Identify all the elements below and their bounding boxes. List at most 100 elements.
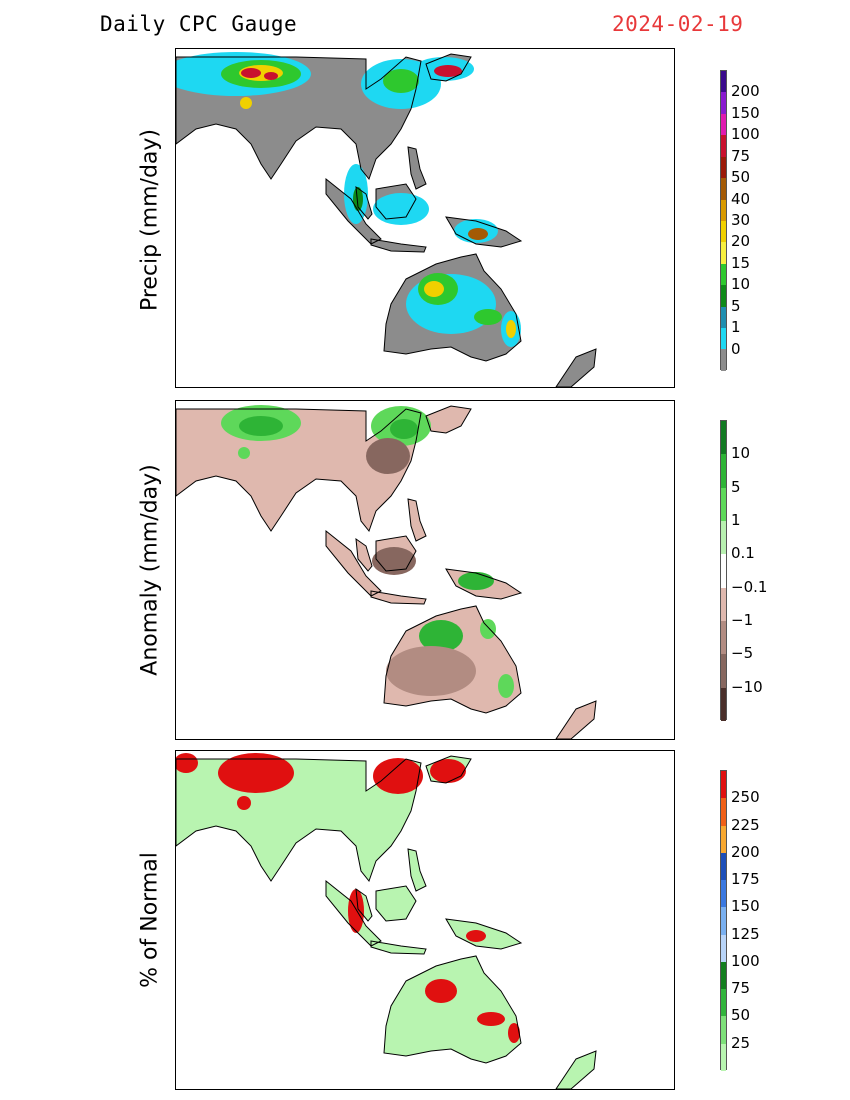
- colorbar-tick-label: 5: [731, 477, 741, 496]
- coastline: [325, 177, 382, 245]
- colorbar-segment: [721, 587, 726, 621]
- coastline: [370, 590, 427, 605]
- colorbar-tick-label: 125: [731, 924, 760, 943]
- colorbar-segment: [721, 242, 726, 264]
- colorbar-segment: [721, 907, 726, 935]
- coastline: [375, 885, 417, 922]
- pct-colorbar: [720, 770, 727, 1071]
- pct-areas: [176, 753, 520, 1043]
- colorbar-tick-label: 200: [731, 842, 760, 861]
- colorbar-tick-label: 150: [731, 103, 760, 122]
- coastline: [355, 185, 373, 220]
- colorbar-segment: [721, 487, 726, 521]
- colorbar-tick-label: 15: [731, 253, 751, 272]
- land-shape: [371, 239, 426, 252]
- coastline: [555, 348, 597, 387]
- land-shape: [376, 886, 416, 921]
- colorbar-tick-label: 175: [731, 870, 760, 889]
- land-shape: [371, 941, 426, 954]
- colorbar-segment: [721, 421, 726, 455]
- colorbar-segment: [721, 199, 726, 221]
- colorbar-segment: [721, 1016, 726, 1044]
- pct-map-panel: [175, 750, 675, 1090]
- colorbar-segment: [721, 328, 726, 350]
- colorbar-tick-label: 10: [731, 275, 751, 294]
- colorbar-tick-label: 150: [731, 897, 760, 916]
- colorbar-tick-label: 100: [731, 125, 760, 144]
- precip-map-panel: [175, 48, 675, 388]
- colorbar-tick-label: 75: [731, 146, 751, 165]
- coastline: [407, 848, 427, 892]
- colorbar-tick-label: −10: [731, 677, 763, 696]
- coastline: [325, 529, 382, 597]
- land-shape: [556, 1051, 596, 1089]
- coastline: [425, 405, 472, 434]
- colorbar-segment: [721, 454, 726, 488]
- colorbar-tick-label: 50: [731, 168, 751, 187]
- colorbar-tick-label: 250: [731, 788, 760, 807]
- colorbar-segment: [721, 620, 726, 655]
- colorbar-segment: [721, 178, 726, 200]
- colorbar-tick-label: 25: [731, 1033, 751, 1052]
- anomaly-coastlines: [176, 405, 597, 739]
- colorbar-tick-label: 50: [731, 1006, 751, 1025]
- precip-coastlines: [176, 53, 597, 387]
- colorbar-segment: [721, 687, 726, 721]
- colorbar-tick-label: 225: [731, 815, 760, 834]
- colorbar-segment: [721, 263, 726, 286]
- colorbar-segment: [721, 1043, 726, 1071]
- colorbar-tick-label: 1: [731, 511, 741, 529]
- colorbar-tick-label: −1: [731, 611, 754, 629]
- coastline: [425, 53, 472, 82]
- colorbar-segment: [721, 220, 726, 243]
- colorbar-tick-label: −5: [731, 644, 754, 663]
- land-shape: [556, 701, 596, 739]
- colorbar-segment: [721, 285, 726, 307]
- land-shape: [384, 956, 521, 1063]
- colorbar-tick-label: 10: [731, 444, 751, 463]
- colorbar-segment: [721, 934, 726, 962]
- pct-map: [176, 753, 597, 1089]
- chart-title: Daily CPC Gauge: [100, 12, 298, 36]
- colorbar-tick-label: 200: [731, 82, 760, 101]
- coastline: [425, 755, 472, 784]
- coastline: [176, 56, 422, 181]
- coastline: [555, 1050, 597, 1089]
- coastline: [375, 183, 417, 220]
- colorbar-segment: [721, 92, 726, 114]
- coastline: [383, 955, 522, 1064]
- colorbar-segment: [721, 156, 726, 179]
- land-shape: [371, 591, 426, 604]
- coastline: [555, 700, 597, 739]
- colorbar-tick-label: 30: [731, 211, 751, 229]
- land-shape: [176, 409, 421, 531]
- coastline: [375, 535, 417, 572]
- colorbar-segment: [721, 554, 726, 588]
- anomaly-ylabel: Anomaly (mm/day): [137, 464, 163, 676]
- colorbar-segment: [721, 654, 726, 688]
- coastline: [407, 498, 427, 542]
- land-shape: [326, 531, 381, 596]
- coastline: [176, 758, 422, 883]
- colorbar-segment: [721, 798, 726, 826]
- colorbar-segment: [721, 113, 726, 136]
- colorbar-segment: [721, 71, 726, 93]
- colorbar-segment: [721, 852, 726, 881]
- pct-ylabel: % of Normal: [137, 852, 163, 988]
- coastline: [325, 879, 382, 947]
- colorbar-tick-label: 0: [731, 339, 741, 358]
- land-shape: [356, 539, 372, 571]
- colorbar-tick-label: 1: [731, 318, 741, 337]
- colorbar-segment: [721, 349, 726, 371]
- colorbar-tick-label: 5: [731, 296, 741, 315]
- chart-date: 2024-02-19: [612, 12, 744, 36]
- precip-colorbar: [720, 70, 727, 371]
- colorbar-tick-label: 75: [731, 979, 751, 998]
- colorbar-segment: [721, 989, 726, 1017]
- anomaly-map: [176, 405, 597, 739]
- coastline: [176, 408, 422, 533]
- anomaly-colorbar: [720, 420, 727, 721]
- colorbar-segment: [721, 825, 726, 853]
- colorbar-segment: [721, 306, 726, 329]
- colorbar-tick-label: 0.1: [731, 544, 755, 563]
